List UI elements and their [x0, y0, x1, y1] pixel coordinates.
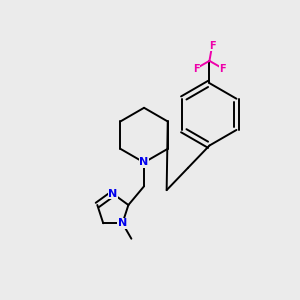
Text: N: N: [118, 218, 127, 228]
Text: F: F: [220, 64, 226, 74]
Text: F: F: [193, 64, 200, 74]
Text: N: N: [108, 189, 118, 199]
Text: N: N: [140, 158, 149, 167]
Text: F: F: [209, 40, 215, 51]
